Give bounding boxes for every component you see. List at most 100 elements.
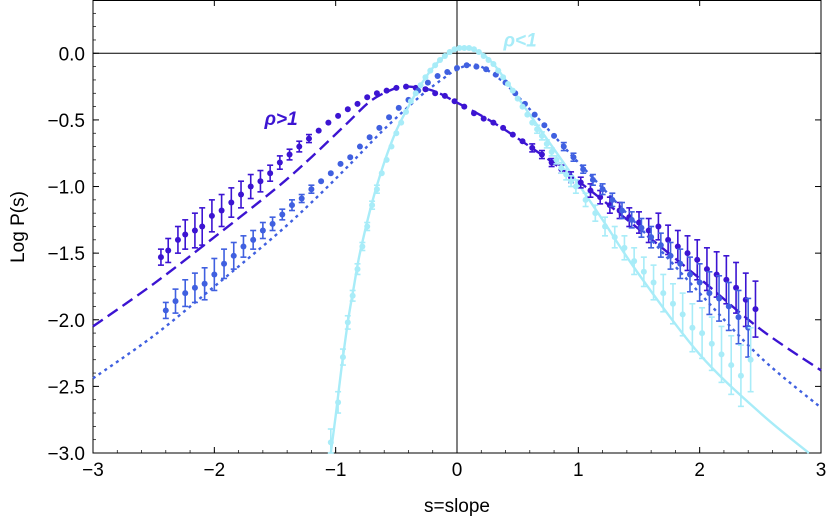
data-point: [393, 84, 400, 91]
data-point: [470, 110, 477, 117]
data-point: [432, 90, 439, 97]
data-point: [490, 60, 497, 67]
data-point: [568, 178, 575, 185]
data-point: [354, 266, 361, 273]
y-tick-label: −3.0: [47, 444, 85, 465]
data-point: [589, 176, 596, 183]
data-point: [327, 439, 334, 446]
data-point: [347, 154, 354, 161]
x-tick-label: −3: [82, 460, 104, 481]
data-point: [286, 151, 293, 158]
data-point: [665, 236, 672, 243]
data-point: [495, 67, 502, 74]
data-point: [660, 290, 667, 297]
x-tick-label: −2: [203, 460, 225, 481]
data-point: [628, 216, 635, 223]
data-point: [325, 119, 332, 126]
series-annotation: ρ<1: [503, 31, 537, 52]
data-point: [611, 234, 618, 241]
data-point: [162, 307, 169, 314]
data-point: [621, 244, 628, 251]
data-point: [364, 94, 371, 101]
data-point: [703, 266, 710, 273]
data-point: [211, 271, 218, 278]
data-point: [247, 183, 254, 190]
data-point: [466, 44, 473, 51]
data-point: [172, 298, 179, 305]
data-point: [267, 170, 274, 177]
data-point: [395, 104, 402, 111]
data-point: [580, 166, 587, 173]
data-point: [541, 122, 548, 129]
fit-curve-dark: [92, 85, 822, 372]
data-point: [543, 140, 550, 147]
data-point: [378, 170, 385, 177]
data-point: [250, 236, 257, 243]
data-point: [424, 79, 431, 86]
data-point: [366, 134, 373, 141]
data-point: [238, 191, 245, 198]
data-points: [157, 44, 759, 454]
data-point: [230, 252, 237, 259]
data-point: [733, 284, 740, 291]
data-point: [393, 130, 400, 137]
data-point: [716, 295, 723, 302]
data-point: [509, 131, 516, 138]
reference-lines: [93, 0, 821, 453]
data-point: [412, 90, 419, 97]
x-tick-label: 0: [452, 460, 463, 481]
data-point: [490, 119, 497, 126]
data-point: [218, 207, 225, 214]
data-point: [609, 196, 616, 203]
data-point: [553, 156, 560, 163]
data-point: [191, 227, 198, 234]
data-point: [446, 48, 453, 55]
data-point: [599, 186, 606, 193]
data-point: [257, 178, 264, 185]
data-point: [524, 111, 531, 118]
data-point: [451, 98, 458, 105]
data-point: [288, 202, 295, 209]
data-point: [504, 80, 511, 87]
data-point: [461, 44, 468, 51]
x-axis: −3 −2 −1 0 1 2 3: [82, 0, 826, 481]
data-point: [427, 67, 434, 74]
data-point: [475, 48, 482, 55]
fit-curve-medium: [92, 63, 822, 409]
data-point: [298, 195, 305, 202]
data-point: [694, 256, 701, 263]
y-tick-label: −2.5: [47, 377, 85, 398]
data-point: [500, 124, 507, 131]
data-point: [723, 276, 730, 283]
data-point: [441, 92, 448, 99]
data-point: [636, 219, 642, 226]
data-point: [480, 52, 487, 59]
data-point: [174, 236, 181, 243]
data-point: [422, 86, 429, 93]
data-point: [451, 46, 458, 53]
x-tick-label: 3: [816, 460, 827, 481]
data-point: [444, 68, 451, 75]
data-point: [441, 52, 448, 59]
data-point: [708, 340, 715, 347]
y-axis-title: Log P(s): [8, 191, 29, 263]
data-point: [529, 119, 536, 126]
data-point: [483, 66, 490, 73]
data-point: [514, 95, 521, 102]
data-point: [582, 196, 589, 203]
data-point: [597, 194, 604, 201]
data-point: [182, 231, 189, 238]
data-point: [679, 311, 686, 318]
data-point: [548, 159, 555, 166]
data-point: [473, 63, 480, 70]
data-point: [529, 144, 536, 151]
data-point: [208, 212, 215, 219]
data-point: [519, 103, 526, 110]
data-point: [276, 159, 283, 166]
data-point: [383, 87, 390, 94]
data-point: [686, 271, 693, 278]
data-point: [456, 44, 463, 51]
data-point: [725, 303, 732, 310]
data-point: [752, 306, 759, 313]
data-point: [718, 351, 725, 358]
